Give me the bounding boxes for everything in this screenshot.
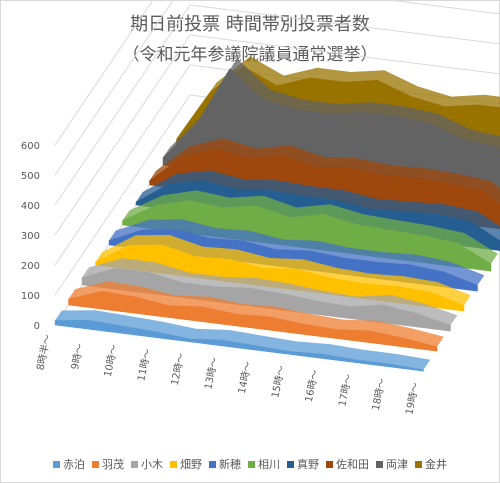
area-top (163, 58, 500, 158)
legend-swatch (92, 460, 99, 468)
area-top (136, 170, 500, 241)
area-top (55, 310, 431, 370)
gridline (189, 34, 500, 75)
gridline-side (54, 0, 174, 176)
x-tick-label: 13時～ (202, 356, 221, 391)
chart-subtitle: （令和元年参議院議員通常選挙） (122, 45, 378, 65)
legend-item: 赤泊 (53, 456, 85, 472)
y-tick-label: 400 (21, 201, 40, 212)
legend-label: 両津 (386, 458, 408, 471)
legend-item: 畑野 (170, 456, 202, 472)
legend-swatch (131, 460, 138, 468)
gridline-side (54, 94, 191, 296)
legend-item: 両津 (376, 456, 408, 472)
x-tick-label: 15時～ (269, 365, 288, 400)
legend-swatch (170, 460, 177, 468)
y-tick-label: 600 (21, 141, 40, 152)
y-tick-label: 200 (21, 261, 40, 272)
gridline-side (54, 34, 191, 236)
x-tick-label: 17時～ (336, 373, 355, 408)
x-tick-label: 16時～ (303, 369, 322, 404)
area-top (95, 234, 471, 306)
area-top (82, 258, 458, 326)
x-tick-label: 14時～ (236, 360, 255, 395)
area-top (122, 190, 498, 264)
x-tick-label: 9時～ (69, 342, 86, 370)
chart-title: 期日前投票 時間帯別投票者数 (130, 14, 370, 35)
x-tick-label: 12時～ (169, 352, 188, 387)
legend-label: 相川 (258, 458, 280, 471)
legend-label: 佐和田 (336, 458, 369, 471)
legend-label: 新穂 (219, 458, 241, 471)
legend-swatch (376, 460, 383, 468)
x-tick-label: 18時～ (370, 377, 389, 412)
legend-item: 金井 (415, 456, 447, 472)
legend-swatch (415, 460, 422, 468)
legend-item: 相川 (248, 456, 280, 472)
gridline-side (54, 4, 191, 206)
series-赤泊 (54, 310, 431, 372)
gridline (189, 4, 500, 45)
y-tick-label: 100 (21, 291, 40, 302)
y-tick-label: 0 (34, 321, 40, 332)
gridline (385, 0, 500, 15)
legend-label: 赤泊 (63, 458, 85, 471)
y-tick-label: 500 (21, 171, 40, 182)
legend-label: 真野 (297, 458, 319, 471)
legend-swatch (287, 460, 294, 468)
series-羽茂 (68, 281, 444, 352)
legend-item: 佐和田 (326, 456, 369, 472)
legend-swatch (53, 460, 60, 468)
legend-item: 羽茂 (92, 456, 124, 472)
legend-swatch (326, 460, 333, 468)
area-top (109, 219, 485, 286)
x-tick-label: 8時半～ (33, 333, 53, 371)
legend-label: 羽茂 (102, 458, 124, 471)
gridline-side (54, 0, 154, 146)
legend-swatch (248, 460, 255, 468)
legend-item: 新穂 (209, 456, 241, 472)
area-top (68, 281, 444, 347)
x-tick-label: 19時～ (403, 381, 422, 416)
area-top (176, 56, 500, 139)
legend-label: 畑野 (180, 458, 202, 471)
legend-label: 金井 (425, 458, 447, 471)
area-top (149, 138, 500, 206)
legend-item: 小木 (131, 456, 163, 472)
x-tick-label: 10時～ (102, 344, 121, 379)
legend-swatch (209, 460, 216, 468)
legend: 赤泊 羽茂 小木 畑野 新穂 相川 真野 佐和田 両津 金井 (0, 456, 500, 472)
legend-item: 真野 (287, 456, 319, 472)
legend-label: 小木 (141, 458, 163, 471)
gridline-side (54, 64, 191, 266)
y-tick-label: 300 (21, 231, 40, 242)
x-tick-label: 11時～ (135, 348, 154, 383)
